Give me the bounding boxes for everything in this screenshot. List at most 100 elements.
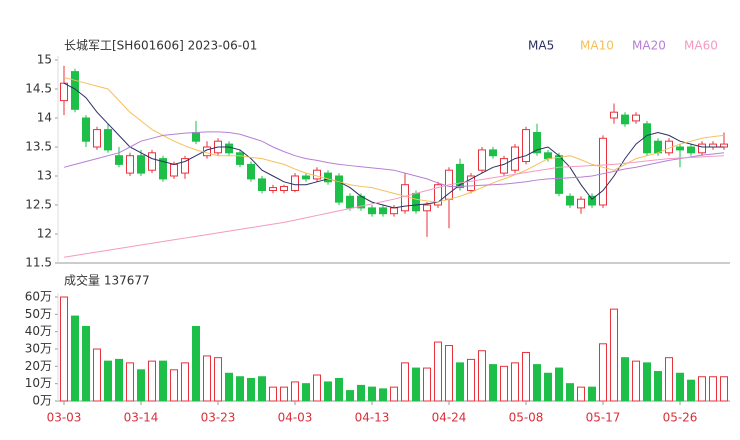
x-tick-label: 04-24: [432, 411, 467, 425]
x-tick-label: 04-13: [355, 411, 390, 425]
x-tick-label: 03-23: [201, 411, 236, 425]
legend-label: MA60: [684, 39, 718, 53]
volume-bar: [533, 364, 541, 402]
volume-bar: [280, 386, 288, 402]
volume-bar: [621, 357, 629, 402]
y-tick-label: 12: [37, 227, 52, 241]
candle-body: [588, 195, 596, 206]
x-tick-label: 05-08: [509, 411, 544, 425]
volume-bar: [214, 357, 222, 402]
y-tick-label: 11.5: [25, 256, 52, 270]
candle-body: [390, 207, 398, 215]
candle-body: [280, 185, 288, 192]
volume-bar: [148, 360, 156, 402]
candle-body: [522, 129, 530, 163]
volume-bar: [346, 390, 354, 402]
candle-body: [544, 152, 552, 160]
volume-bar: [423, 367, 431, 402]
volume-title: 成交量 137677: [64, 273, 150, 288]
candle-body: [236, 152, 244, 165]
candle-body: [313, 169, 321, 180]
candle-body: [423, 204, 431, 212]
candle-body: [478, 149, 486, 171]
y-tick-label: 14.5: [25, 82, 52, 96]
candle-body: [467, 175, 475, 191]
candle-body: [60, 82, 68, 102]
volume-bar: [610, 308, 618, 402]
candle-body: [346, 195, 354, 209]
volume-bar: [456, 362, 464, 402]
candle-body: [148, 152, 156, 171]
volume-bar: [324, 381, 332, 402]
volume-bar: [588, 386, 596, 402]
x-tick-label: 03-03: [47, 411, 82, 425]
volume-bar: [170, 369, 178, 402]
candle-body: [654, 140, 662, 154]
volume-bar: [181, 362, 189, 402]
ma-line: [63, 131, 725, 187]
volume-bar: [709, 376, 717, 402]
volume-bar: [93, 348, 101, 402]
volume-bar: [335, 377, 343, 402]
candle-body: [533, 132, 541, 154]
volume-bar: [511, 362, 519, 402]
volume-bar: [302, 383, 310, 402]
volume-bar: [445, 345, 453, 402]
volume-bar: [313, 374, 321, 402]
y-tick-label: 14: [37, 111, 52, 125]
candle-body: [115, 155, 123, 165]
ma-line: [63, 82, 724, 209]
candle-body: [456, 163, 464, 189]
candle-body: [698, 143, 706, 154]
candle-body: [610, 111, 618, 119]
x-tick-label: 05-26: [663, 411, 698, 425]
volume-bar: [643, 362, 651, 402]
candle-body: [632, 114, 640, 122]
y-tick-label: 40万: [25, 324, 52, 338]
candle-body: [687, 146, 695, 154]
volume-bar: [698, 376, 706, 402]
volume-bar: [357, 384, 365, 402]
y-tick-label: 10万: [25, 376, 52, 390]
volume-bar: [236, 376, 244, 402]
volume-bar: [412, 367, 420, 402]
candle-body: [379, 207, 387, 215]
candle-body: [401, 184, 409, 212]
volume-bar: [500, 365, 508, 402]
y-tick-label: 15: [37, 53, 52, 67]
volume-bar: [599, 343, 607, 402]
volume-bar: [555, 367, 563, 402]
candle-body: [412, 192, 420, 212]
volume-bar: [687, 379, 695, 402]
candle-body: [599, 137, 607, 206]
candle-body: [577, 198, 585, 209]
y-tick-label: 20万: [25, 359, 52, 373]
candle-body: [621, 114, 629, 125]
candle-body: [643, 123, 651, 154]
candle-body: [71, 71, 79, 110]
y-tick-label: 0万: [32, 394, 52, 408]
volume-bar: [247, 377, 255, 402]
candle-body: [368, 207, 376, 215]
volume-bar: [258, 376, 266, 402]
candle-body: [247, 163, 255, 180]
candle-body: [192, 132, 200, 142]
volume-bar: [566, 383, 574, 402]
volume-bar: [522, 351, 530, 402]
volume-bar: [654, 371, 662, 402]
y-tick-label: 60万: [25, 290, 52, 304]
x-tick-label: 05-17: [586, 411, 621, 425]
candle-body: [137, 155, 145, 174]
volume-bar: [632, 360, 640, 402]
candle-body: [225, 143, 233, 154]
candle-body: [126, 155, 134, 174]
candle-body: [93, 129, 101, 148]
ma-line: [63, 76, 725, 203]
x-tick-label: 04-03: [278, 411, 313, 425]
volume-bar: [665, 357, 673, 402]
volume-bar: [115, 358, 123, 402]
volume-bar: [720, 376, 728, 402]
volume-bar: [203, 355, 211, 402]
volume-bar: [489, 364, 497, 402]
volume-bar: [401, 362, 409, 402]
